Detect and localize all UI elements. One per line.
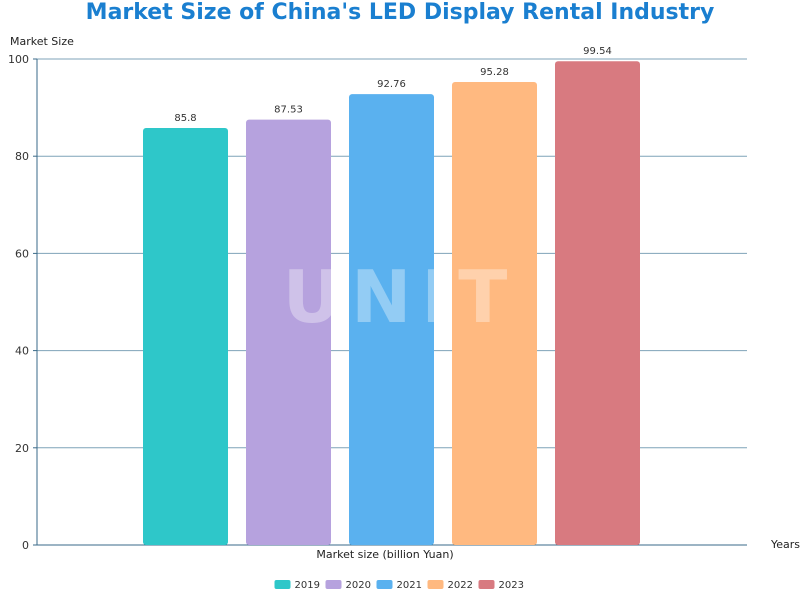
y-tick-label: 100	[8, 53, 29, 66]
y-tick-label: 0	[22, 539, 29, 552]
bar-value-label: 85.8	[174, 113, 196, 124]
bar-value-label: 99.54	[583, 46, 612, 57]
bar-2023[interactable]	[555, 61, 640, 546]
legend-item-2020[interactable]: 2020	[325, 580, 371, 591]
legend-swatch	[325, 580, 342, 589]
x-axis-name: Years	[770, 538, 800, 551]
bar-2021[interactable]	[349, 94, 434, 545]
y-tick-label: 40	[15, 345, 29, 358]
bar-value-label: 87.53	[274, 105, 303, 116]
chart-title: Market Size of China's LED Display Renta…	[85, 0, 715, 25]
y-axis-ticks: 0 20 40 60 80 100	[8, 53, 38, 552]
bar-2022[interactable]	[452, 81, 537, 545]
legend-swatch	[478, 580, 495, 589]
legend-swatch	[274, 580, 291, 589]
legend-label: 2021	[397, 580, 422, 591]
legend-item-2022[interactable]: 2022	[427, 580, 473, 591]
legend-label: 2022	[448, 580, 473, 591]
legend-swatch	[376, 580, 393, 589]
bar-2020[interactable]	[246, 119, 331, 546]
y-tick-label: 80	[15, 150, 29, 163]
legend: 2019 2020 2021 2022 2023	[274, 580, 524, 591]
bars	[143, 61, 640, 546]
legend-item-2023[interactable]: 2023	[478, 580, 524, 591]
bar-value-label: 95.28	[480, 67, 509, 78]
legend-label: 2019	[295, 580, 320, 591]
bar-value-label: 92.76	[377, 79, 406, 90]
y-tick-label: 60	[15, 247, 29, 260]
watermark-logo: UNIT	[283, 255, 518, 339]
x-axis-title: Market size (billion Yuan)	[316, 548, 453, 561]
legend-item-2021[interactable]: 2021	[376, 580, 422, 591]
legend-label: 2023	[499, 580, 524, 591]
y-tick-label: 20	[15, 442, 29, 455]
legend-label: 2020	[346, 580, 371, 591]
bar-value-labels: 85.8 87.53 92.76 95.28 99.54	[174, 46, 611, 124]
legend-item-2019[interactable]: 2019	[274, 580, 320, 591]
legend-swatch	[427, 580, 444, 589]
y-axis-title: Market Size	[10, 35, 74, 48]
bar-2019[interactable]	[143, 128, 228, 545]
